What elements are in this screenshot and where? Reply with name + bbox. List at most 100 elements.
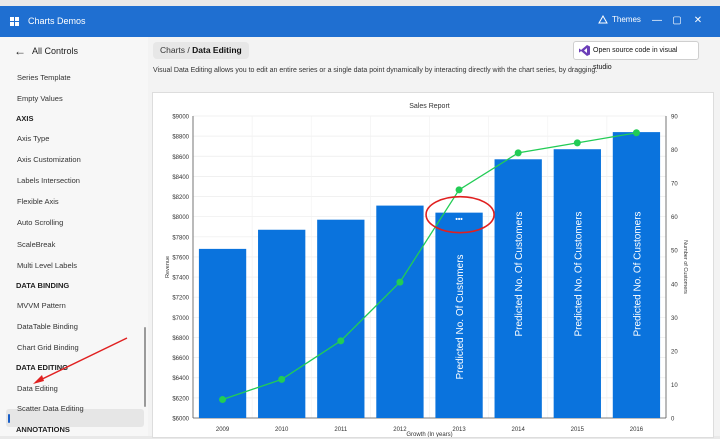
predicted-customers-label: Predicted No. Of Customers (632, 211, 643, 336)
x-tick-label: 2014 (512, 427, 526, 433)
chart-title: Sales Report (409, 103, 450, 110)
y-tick-label: $7800 (172, 235, 189, 241)
x-tick-label: 2015 (571, 427, 585, 433)
back-arrow-icon: ← (14, 44, 26, 58)
x-tick-label: 2009 (216, 427, 230, 433)
revenue-bar (376, 205, 424, 418)
sales-chart[interactable]: Sales Report $6000 $6200 $6400 $6600 $6800 $70… (153, 93, 713, 438)
customers-point (632, 129, 640, 137)
close-button[interactable]: ✕ (693, 15, 703, 26)
customers-point (514, 149, 522, 157)
y-tick-label: $9000 (172, 115, 189, 121)
sidebar-item-auto-scrolling[interactable]: Auto Scrolling (17, 218, 64, 227)
revenue-bar (317, 219, 365, 418)
maximize-button[interactable]: ▢ (672, 15, 682, 26)
main-content: Charts / Data Editing Open source code i… (148, 37, 720, 438)
customers-point (396, 278, 404, 286)
revenue-bar (553, 149, 601, 418)
sidebar: ← All Controls Series Template Empty Value… (0, 37, 148, 436)
x-tick-label: 2016 (630, 427, 644, 433)
sidebar-item-data-editing[interactable]: Data Editing (17, 384, 58, 393)
highlight-ellipse (425, 195, 495, 234)
sidebar-section-axis: AXIS (16, 114, 34, 123)
revenue-bar (612, 132, 661, 418)
predicted-customers-label: Predicted No. Of Customers (514, 211, 525, 336)
sidebar-section-annotations: ANNOTATIONS (16, 425, 70, 434)
sidebar-item-mvvm-pattern[interactable]: MVVM Pattern (17, 301, 66, 310)
x-tick-label: 2012 (393, 427, 407, 433)
minimize-button[interactable]: — (652, 15, 662, 26)
sidebar-item-empty-values[interactable]: Empty Values (17, 94, 63, 103)
sidebar-item-multi-level-labels[interactable]: Multi Level Labels (17, 261, 78, 270)
demo-description: Visual Data Editing allows you to edit a… (153, 67, 598, 74)
x-tick-label: 2013 (452, 427, 466, 433)
breadcrumb-current: Data Editing (192, 45, 242, 55)
y2-tick-label: 80 (671, 148, 678, 154)
customers-point (337, 337, 345, 345)
y-tick-label: $7400 (172, 276, 189, 282)
revenue-bar (198, 248, 247, 418)
y-tick-label: $6800 (172, 336, 189, 342)
y2-tick-label: 30 (671, 316, 678, 322)
y2-tick-label: 40 (671, 282, 678, 288)
sidebar-item-axis-type[interactable]: Axis Type (17, 134, 50, 143)
selection-indicator (8, 414, 10, 423)
breadcrumb-parent: Charts / (160, 45, 190, 55)
open-source-label: Open source code in visual studio (593, 47, 678, 71)
app-window: Charts Demos Themes — ▢ ✕ ← All Controls … (0, 6, 720, 438)
app-title: Charts Demos (28, 16, 86, 26)
breadcrumb: Charts / Data Editing (153, 42, 249, 59)
sidebar-item-series-template[interactable]: Series Template (17, 73, 71, 82)
y-tick-label: $6000 (172, 417, 189, 423)
y-tick-label: $8000 (172, 215, 189, 221)
visual-studio-icon (579, 45, 590, 56)
customers-point (455, 186, 463, 194)
sidebar-section-data-editing: DATA EDITING (16, 363, 68, 372)
customers-point (219, 396, 227, 404)
y2-tick-label: 70 (671, 182, 678, 188)
sidebar-section-data-binding: DATA BINDING (16, 281, 70, 290)
y2-tick-label: 90 (671, 115, 678, 121)
y-tick-label: $8200 (172, 195, 189, 201)
themes-label: Themes (612, 15, 641, 25)
y-tick-label: $8600 (172, 155, 189, 161)
y-tick-label: $7000 (172, 316, 189, 322)
sidebar-scrollbar[interactable] (144, 327, 146, 407)
chart-panel: Sales Report $6000 $6200 $6400 $6600 $6800 $70… (152, 92, 714, 438)
sidebar-item-flexible-axis[interactable]: Flexible Axis (17, 197, 59, 206)
revenue-bar (258, 229, 306, 418)
y-tick-label: $6600 (172, 356, 189, 362)
y2-axis-title: Number of Customers (682, 240, 688, 294)
x-axis-title: Growth (In years) (406, 432, 452, 437)
sidebar-item-labels-intersection[interactable]: Labels Intersection (17, 176, 80, 185)
predicted-customers-label: Predicted No. Of Customers (573, 211, 584, 336)
y2-tick-label: 50 (671, 249, 678, 255)
y-tick-label: $6400 (172, 376, 189, 382)
back-label: All Controls (32, 46, 79, 56)
back-to-all-controls[interactable]: ← All Controls (14, 43, 79, 58)
app-grid-icon (10, 17, 20, 27)
customers-line (222, 132, 637, 401)
y2-tick-label: 60 (671, 215, 678, 221)
predicted-customers-label: Predicted No. Of Customers (455, 254, 466, 379)
sidebar-item-scatter-data-editing[interactable]: Scatter Data Editing (17, 404, 84, 413)
sidebar-item-axis-customization[interactable]: Axis Customization (17, 155, 81, 164)
sidebar-item-chart-grid-binding[interactable]: Chart Grid Binding (17, 343, 79, 352)
edit-handle-dots: ••• (455, 217, 463, 224)
revenue-bar (494, 159, 542, 418)
sidebar-item-scalebreak[interactable]: ScaleBreak (17, 240, 56, 249)
y-tick-label: $8400 (172, 175, 189, 181)
revenue-bar (435, 212, 483, 418)
y2-tick-label: 10 (671, 383, 678, 389)
selected-item-background (6, 409, 144, 427)
y2-tick-label: 0 (671, 417, 675, 423)
x-tick-label: 2010 (275, 427, 289, 433)
y-tick-label: $8800 (172, 135, 189, 141)
themes-button[interactable]: Themes (598, 14, 641, 25)
title-bar: Charts Demos Themes — ▢ ✕ (0, 6, 720, 37)
open-source-button[interactable]: Open source code in visual studio (573, 41, 699, 71)
y2-tick-label: 20 (671, 349, 678, 355)
sidebar-item-datatable-binding[interactable]: DataTable Binding (17, 322, 78, 331)
y-axis-title: Revenue (165, 256, 171, 278)
